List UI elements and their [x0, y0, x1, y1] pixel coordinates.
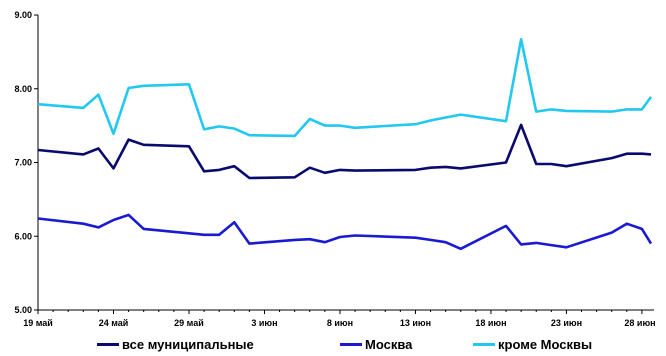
- legend-label-moscow: Москва: [365, 337, 413, 352]
- legend-swatch-all-municipal: [97, 343, 119, 346]
- x-tick-label: 23 июн: [551, 318, 582, 328]
- x-tick-label: 19 май: [23, 318, 53, 328]
- x-tick-label: 13 июн: [400, 318, 431, 328]
- legend-item-moscow: Москва: [340, 337, 412, 352]
- series-line-all-municipal: [37, 123, 652, 180]
- series-lines: [37, 37, 653, 251]
- legend-item-all-municipal: все муниципальные: [97, 337, 254, 352]
- chart-legend: все муниципальные Москва кроме Москвы: [0, 337, 666, 355]
- x-tick-labels: 19 май 24 май 29 май 3 июн 8 июн 13 июн 18 июн…: [23, 318, 655, 328]
- x-tick-label: 24 май: [99, 318, 129, 328]
- legend-item-except-moscow: кроме Москвы: [473, 337, 592, 352]
- y-tick-label: 7.00: [14, 158, 32, 168]
- x-tick-label: 8 июн: [327, 318, 353, 328]
- y-tick-label: 6.00: [14, 231, 32, 241]
- series-line-moscow: [37, 213, 653, 251]
- x-tick-label: 28 июн: [624, 318, 655, 328]
- x-tick-label: 3 июн: [251, 318, 277, 328]
- legend-label-all-municipal: все муниципальные: [122, 337, 254, 352]
- x-tick-label: 29 май: [174, 318, 204, 328]
- legend-label-except-moscow: кроме Москвы: [498, 337, 593, 352]
- y-tick-labels: 5.00 6.00 7.00 8.00 9.00: [14, 10, 32, 315]
- legend-swatch-moscow: [340, 343, 362, 346]
- y-tick-label: 5.00: [14, 305, 32, 315]
- chart-axes: [34, 14, 654, 314]
- y-tick-label: 9.00: [14, 10, 32, 20]
- line-chart: 5.00 6.00 7.00 8.00 9.00 19 май 24 май 29 май 3…: [14, 10, 655, 328]
- y-tick-label: 8.00: [14, 84, 32, 94]
- legend-swatch-except-moscow: [473, 343, 495, 346]
- series-line-except-moscow: [37, 37, 653, 138]
- x-tick-label: 18 июн: [475, 318, 506, 328]
